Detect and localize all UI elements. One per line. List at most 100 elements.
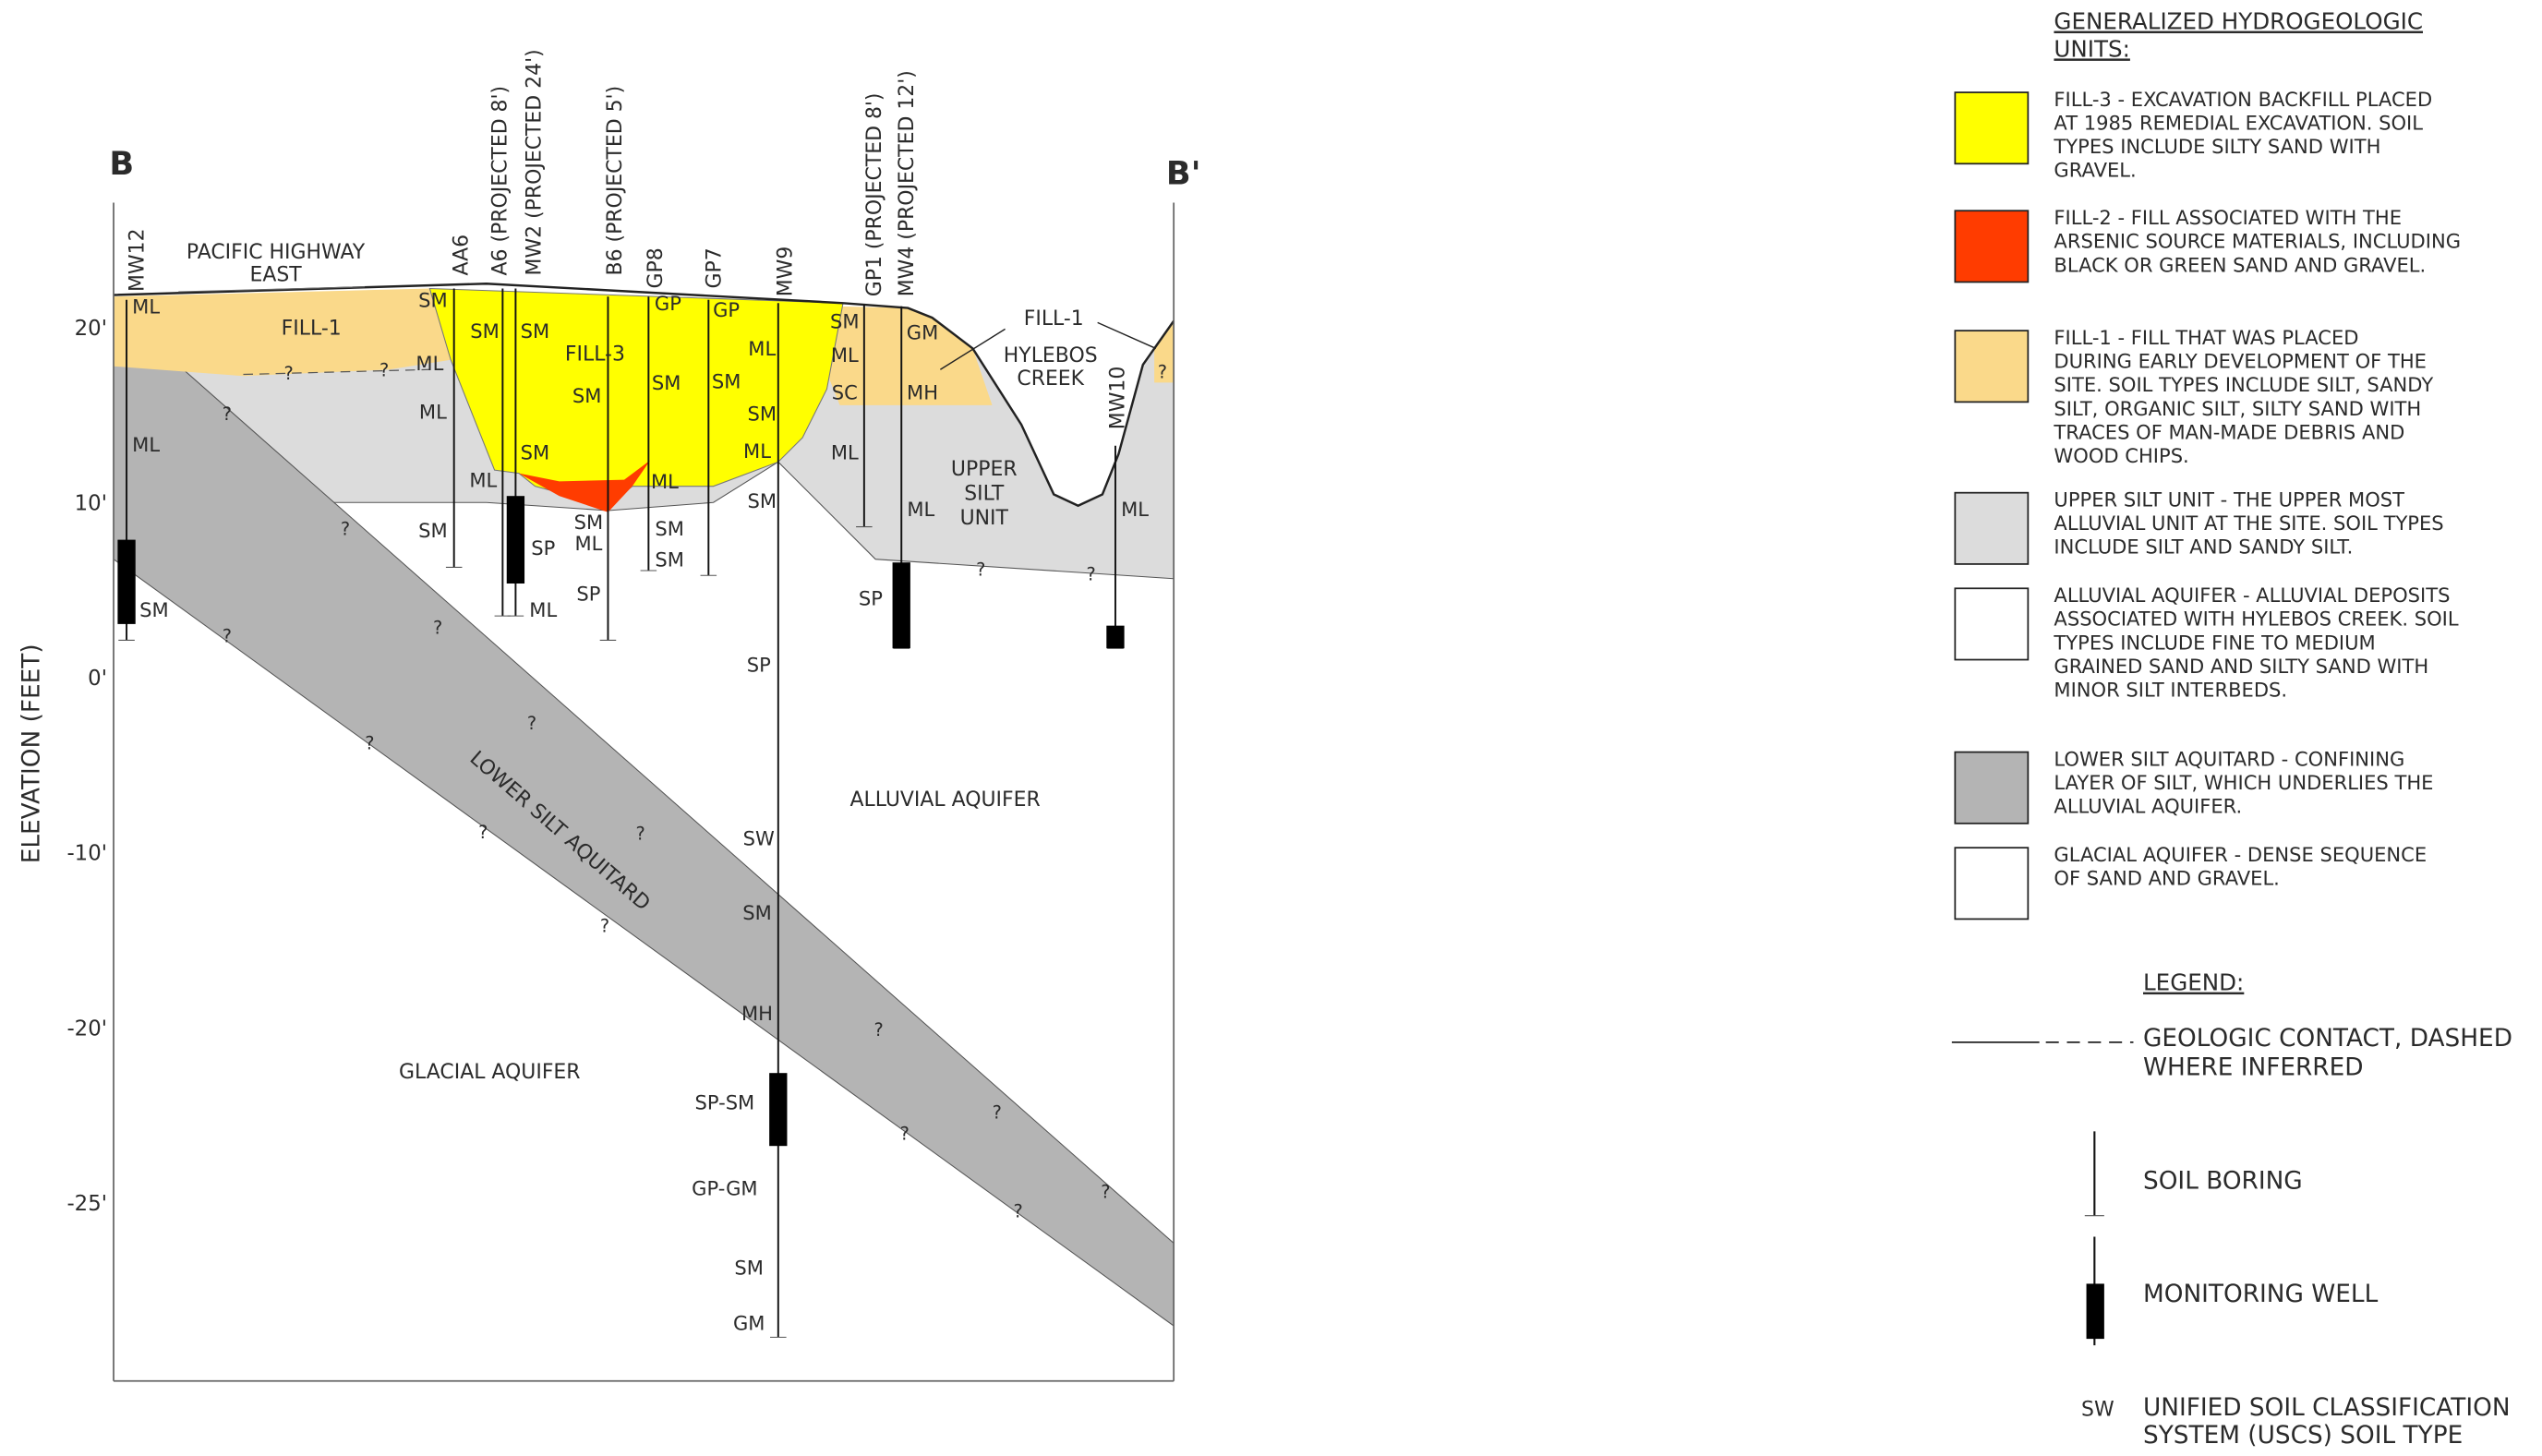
inferred-mark: ? bbox=[874, 1019, 884, 1041]
unit-description: FILL-3 - EXCAVATION BACKFILL PLACED bbox=[2054, 88, 2432, 111]
unit-description: OF SAND AND GRAVEL. bbox=[2054, 867, 2279, 890]
soil-type: SM bbox=[747, 489, 777, 512]
boring-label: B6 (PROJECTED 5') bbox=[604, 86, 627, 276]
inferred-mark: ? bbox=[900, 1123, 910, 1144]
soil-type: SM bbox=[742, 901, 772, 924]
soil-type: SM bbox=[572, 384, 602, 407]
boring-label: MW12 bbox=[126, 228, 149, 292]
well-screen bbox=[506, 496, 525, 584]
unit-swatch bbox=[1954, 751, 2030, 824]
unit-label: FILL-1 bbox=[1024, 307, 1084, 331]
inferred-mark: ? bbox=[600, 916, 609, 937]
inferred-mark: ? bbox=[223, 625, 232, 646]
soil-type: SM bbox=[574, 511, 604, 534]
unit-swatch bbox=[1954, 491, 2030, 565]
fill-2 bbox=[518, 460, 651, 512]
soil-type: ML bbox=[132, 295, 160, 319]
soil-type: SM bbox=[655, 517, 684, 540]
unit-label: HYLEBOS bbox=[1004, 344, 1098, 367]
unit-description: ALLUVIAL UNIT AT THE SITE. SOIL TYPES bbox=[2054, 511, 2443, 535]
unit-description: LAYER OF SILT, WHICH UNDERLIES THE bbox=[2054, 771, 2433, 794]
legend-title: LEGEND: bbox=[2143, 969, 2244, 996]
unit-label: SILT bbox=[964, 482, 1005, 505]
unit-description: SITE. SOIL TYPES INCLUDE SILT, SANDY bbox=[2054, 373, 2433, 396]
inferred-mark: ? bbox=[993, 1102, 1002, 1124]
well-screen bbox=[117, 539, 136, 624]
inferred-mark: ? bbox=[635, 824, 645, 845]
legend-text: SOIL BORING bbox=[2143, 1167, 2303, 1195]
inferred-mark: ? bbox=[527, 713, 536, 734]
soil-type: SM bbox=[747, 402, 777, 425]
unit-description: FILL-2 - FILL ASSOCIATED WITH THE bbox=[2054, 206, 2402, 229]
soil-type: GM bbox=[733, 1311, 765, 1334]
inferred-mark: ? bbox=[365, 732, 374, 753]
unit-description: ALLUVIAL AQUIFER - ALLUVIAL DEPOSITS bbox=[2054, 584, 2450, 607]
soil-type: ML bbox=[743, 439, 771, 463]
unit-label: FILL-1 bbox=[282, 317, 342, 340]
inferred-mark: ? bbox=[1158, 361, 1167, 382]
soil-type: SP bbox=[859, 587, 883, 610]
unit-description: GLACIAL AQUIFER - DENSE SEQUENCE bbox=[2054, 843, 2427, 866]
inferred-mark: ? bbox=[341, 519, 350, 540]
inferred-mark: ? bbox=[223, 403, 232, 425]
unit-label: ALLUVIAL AQUIFER bbox=[850, 788, 1041, 812]
soil-type: ML bbox=[132, 433, 160, 456]
sky-mask bbox=[114, 0, 1175, 506]
inferred-mark: ? bbox=[976, 559, 985, 580]
soil-type: SW bbox=[743, 826, 775, 849]
soil-type: SP bbox=[576, 582, 600, 605]
well-screen bbox=[769, 1073, 788, 1147]
unit-description: ALLUVIAL AQUIFER. bbox=[2054, 795, 2242, 818]
elevation-tick-label: -25' bbox=[66, 1192, 107, 1216]
legend-title: UNITS: bbox=[2054, 35, 2129, 62]
soil-type: GM bbox=[907, 321, 938, 344]
unit-description: TYPES INCLUDE FINE TO MEDIUM bbox=[2053, 631, 2375, 654]
unit-description: TYPES INCLUDE SILTY SAND WITH bbox=[2053, 135, 2380, 158]
soil-type: ML bbox=[907, 498, 934, 521]
well-screen bbox=[1106, 625, 1125, 649]
ground-surface bbox=[113, 282, 1175, 508]
unit-description: WOOD CHIPS. bbox=[2054, 444, 2188, 467]
unit-description: SILT, ORGANIC SILT, SILTY SAND WITH bbox=[2054, 397, 2421, 420]
unit-swatch bbox=[1954, 210, 2030, 283]
soil-type: ML bbox=[469, 468, 497, 491]
elevation-tick-label: 20' bbox=[75, 317, 107, 341]
unit-description: FILL-1 - FILL THAT WAS PLACED bbox=[2054, 326, 2358, 349]
well-screen bbox=[892, 562, 910, 649]
soil-type: SM bbox=[734, 1257, 764, 1280]
unit-description: GRAINED SAND AND SILTY SAND WITH bbox=[2054, 655, 2428, 678]
unit-label: GLACIAL AQUIFER bbox=[399, 1061, 580, 1084]
elevation-tick-label: -20' bbox=[66, 1017, 107, 1041]
soil-type: SM bbox=[655, 548, 684, 571]
inferred-mark: ? bbox=[1087, 564, 1096, 585]
elevation-tick-label: -10' bbox=[66, 842, 107, 866]
unit-description: ASSOCIATED WITH HYLEBOS CREEK. SOIL bbox=[2054, 608, 2458, 631]
legend-text: MONITORING WELL bbox=[2143, 1281, 2379, 1308]
boring-label: GP7 bbox=[703, 247, 726, 288]
soil-type: GP bbox=[655, 292, 681, 315]
unit-description: AT 1985 REMEDIAL EXCAVATION. SOIL bbox=[2054, 111, 2423, 134]
soil-type: SM bbox=[470, 319, 500, 343]
legend-text: SYSTEM (USCS) SOIL TYPE bbox=[2143, 1422, 2463, 1450]
unit-description: GRAVEL. bbox=[2054, 159, 2136, 182]
soil-type: SM bbox=[652, 371, 681, 394]
soil-type: MH bbox=[741, 1002, 773, 1025]
inferred-mark: ? bbox=[478, 822, 488, 843]
boring-label: GP8 bbox=[645, 247, 668, 288]
boring-label: GP1 (PROJECTED 8') bbox=[863, 92, 886, 296]
unit-label: CREEK bbox=[1017, 367, 1084, 391]
legend-text: GEOLOGIC CONTACT, DASHED bbox=[2143, 1025, 2512, 1053]
boring-label: A6 (PROJECTED 8') bbox=[489, 86, 512, 276]
soil-type: SM bbox=[521, 319, 550, 343]
soil-type: SM bbox=[139, 598, 169, 621]
boring-label: MW4 (PROJECTED 12') bbox=[896, 70, 919, 296]
unit-description: LOWER SILT AQUITARD - CONFINING bbox=[2054, 747, 2404, 770]
road-extent bbox=[178, 286, 366, 293]
legend-text: UNIFIED SOIL CLASSIFICATION bbox=[2143, 1394, 2511, 1422]
elevation-tick-label: 10' bbox=[75, 491, 107, 515]
callout-leader bbox=[1097, 321, 1157, 350]
boring-label: MW2 (PROJECTED 24') bbox=[523, 49, 546, 275]
boring-label: MW10 bbox=[1106, 367, 1129, 430]
